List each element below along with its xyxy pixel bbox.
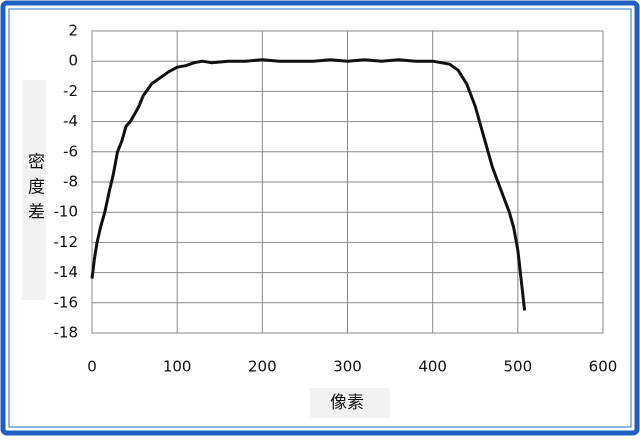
x-tick-label: 500: [504, 358, 533, 376]
y-tick-label: -16: [54, 293, 79, 311]
y-label-bg: [22, 80, 46, 300]
x-axis-label: 像素: [330, 393, 364, 413]
y-tick-label: -6: [63, 142, 78, 160]
x-tick-label: 200: [248, 358, 277, 376]
y-tick-label: -8: [63, 173, 78, 191]
y-tick-label: -4: [63, 112, 78, 130]
x-tick-label: 100: [163, 358, 192, 376]
x-tick-label: 400: [418, 358, 447, 376]
y-axis-label: 密度差: [24, 152, 45, 227]
inner-frame: [8, 8, 632, 428]
y-tick-label: -18: [54, 324, 79, 342]
y-tick-label: -12: [54, 233, 79, 251]
x-label-bg: [310, 388, 390, 418]
data-line: [90, 58, 527, 311]
y-tick-label: -14: [54, 263, 79, 281]
y-tick-label: 2: [68, 22, 78, 40]
x-tick-label: 300: [333, 358, 362, 376]
x-tick-label: 0: [87, 358, 97, 376]
y-tick-label: -2: [63, 82, 78, 100]
y-tick-label: -10: [54, 203, 79, 221]
x-tick-label: 600: [589, 358, 618, 376]
y-tick-label: 0: [68, 52, 78, 70]
